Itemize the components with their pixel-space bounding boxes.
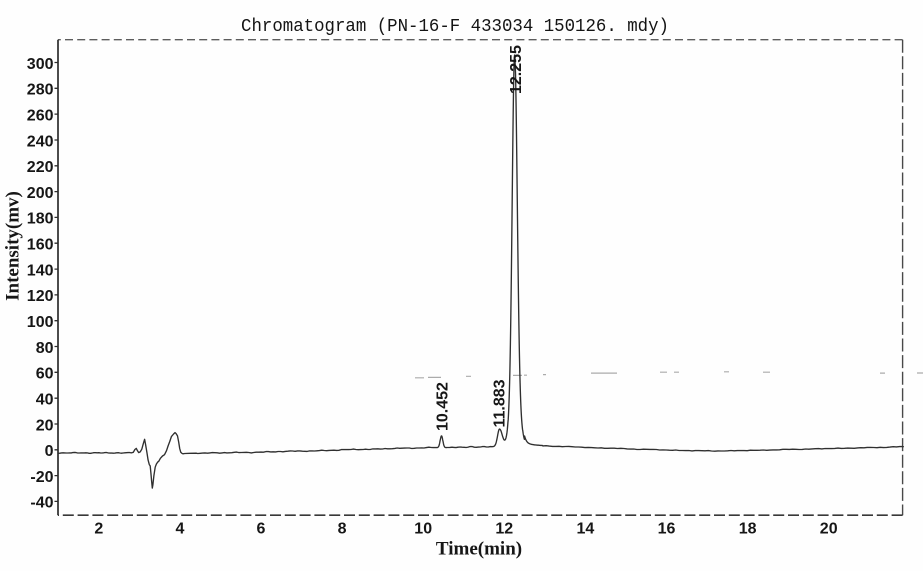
svg-text:300: 300 xyxy=(27,56,54,73)
svg-text:10.452: 10.452 xyxy=(435,382,452,431)
svg-text:Time(min): Time(min) xyxy=(436,539,522,560)
svg-text:4: 4 xyxy=(175,521,184,538)
svg-text:20: 20 xyxy=(820,521,838,538)
svg-text:200: 200 xyxy=(27,185,54,202)
svg-text:100: 100 xyxy=(27,314,54,331)
svg-text:220: 220 xyxy=(27,159,54,176)
svg-text:Chromatogram (PN-16-F 433034 1: Chromatogram (PN-16-F 433034 150126. mdy… xyxy=(241,17,669,37)
svg-text:260: 260 xyxy=(27,107,54,124)
svg-text:18: 18 xyxy=(739,521,757,538)
svg-text:160: 160 xyxy=(27,237,54,254)
svg-text:180: 180 xyxy=(27,211,54,228)
svg-text:2: 2 xyxy=(94,521,103,538)
svg-text:10: 10 xyxy=(414,521,432,538)
svg-text:8: 8 xyxy=(338,521,347,538)
svg-text:16: 16 xyxy=(658,521,676,538)
svg-text:-40: -40 xyxy=(30,495,53,512)
svg-text:12: 12 xyxy=(495,521,513,538)
svg-text:240: 240 xyxy=(27,133,54,150)
svg-text:14: 14 xyxy=(577,521,595,538)
svg-text:12.255: 12.255 xyxy=(508,45,525,94)
svg-text:120: 120 xyxy=(27,288,54,305)
svg-text:6: 6 xyxy=(257,521,266,538)
svg-text:40: 40 xyxy=(36,392,54,409)
svg-text:20: 20 xyxy=(36,417,54,434)
svg-text:Intensity(mv): Intensity(mv) xyxy=(3,191,24,301)
svg-text:0: 0 xyxy=(45,443,54,460)
svg-text:-20: -20 xyxy=(30,469,53,486)
svg-text:280: 280 xyxy=(27,82,54,99)
svg-text:60: 60 xyxy=(36,366,54,383)
svg-text:140: 140 xyxy=(27,262,54,279)
svg-text:11.883: 11.883 xyxy=(492,379,509,427)
svg-text:80: 80 xyxy=(36,340,54,357)
